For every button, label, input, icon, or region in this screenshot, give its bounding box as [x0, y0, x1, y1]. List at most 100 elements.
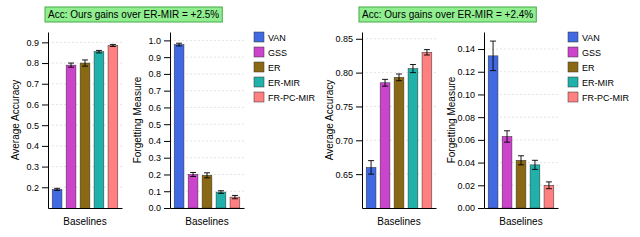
y-tick: 0.5 [26, 121, 48, 131]
error-bar-stem [534, 160, 535, 169]
error-bar [54, 188, 60, 190]
y-tick-mark [42, 63, 48, 64]
y-axis-line [48, 33, 49, 209]
y-tick: 0.08 [457, 113, 484, 123]
error-bar-cap [518, 155, 524, 156]
legend-label: ER-MIR [582, 78, 614, 88]
bar [380, 83, 390, 208]
error-bar-cap [218, 190, 224, 191]
y-tick-mark [164, 158, 170, 159]
y-tick: 0.65 [335, 170, 362, 180]
y-tick-label: 0.9 [26, 38, 39, 48]
y-tick: 0.14 [457, 44, 484, 54]
chart-svg: 0.20.30.40.50.60.70.80.9BaselinesAverage… [0, 0, 640, 237]
y-tick: 0.9 [26, 38, 48, 48]
grid-line [362, 38, 436, 39]
legend-label: FR-PC-MIR [582, 93, 629, 103]
y-tick: 0.3 [26, 162, 48, 172]
legend-label: VAN [268, 33, 286, 43]
y-tick: 0.5 [148, 120, 170, 130]
y-tick: 1.0 [148, 36, 170, 46]
y-tick-label: 0.0 [148, 203, 161, 213]
y-tick-label: 0.5 [148, 120, 161, 130]
y-axis-line [484, 33, 485, 209]
grid-line [170, 40, 244, 41]
y-tick-mark [42, 42, 48, 43]
y-tick: 0.1 [148, 187, 170, 197]
bar [66, 65, 76, 208]
y-tick-label: 0.80 [335, 68, 353, 78]
error-bar-cap [96, 52, 102, 53]
error-bar [176, 43, 182, 46]
plot-area [52, 44, 118, 208]
x-axis-title: Baselines [499, 216, 542, 227]
error-bar-cap [368, 160, 374, 161]
y-tick-label: 0.02 [457, 181, 475, 191]
y-tick-label: 0.5 [26, 121, 39, 131]
error-bar-cap [368, 174, 374, 175]
bar [230, 197, 240, 208]
error-bar [96, 50, 102, 52]
y-axis: 0.650.700.750.800.85 [335, 33, 362, 209]
error-bar-cap [110, 46, 116, 47]
y-tick-mark [164, 40, 170, 41]
error-bar [504, 131, 510, 142]
y-tick-mark [478, 117, 484, 118]
y-tick: 0.80 [335, 68, 362, 78]
y-tick-label: 0.6 [26, 100, 39, 110]
chart-container: 0.20.30.40.50.60.70.80.9BaselinesAverage… [0, 0, 640, 237]
y-tick: 0.6 [26, 100, 48, 110]
y-tick-label: 0.85 [335, 34, 353, 44]
y-tick-mark [164, 141, 170, 142]
bar [94, 52, 104, 208]
bar [216, 192, 226, 208]
legend-label: FR-PC-MIR [268, 93, 315, 103]
y-axis-title: Average Accuracy [10, 80, 21, 160]
error-bar-stem [399, 74, 400, 81]
y-axis-title: Forgetting Measure [446, 76, 457, 163]
error-bar-cap [232, 195, 238, 196]
error-bar-cap [190, 176, 196, 177]
error-bar [232, 195, 238, 198]
legend-swatch [568, 32, 578, 42]
legend-item: GSS [568, 47, 601, 58]
y-tick-label: 0.3 [148, 153, 161, 163]
y-tick: 0.0 [148, 203, 170, 213]
y-tick: 0.3 [148, 153, 170, 163]
y-tick: 0.2 [148, 170, 170, 180]
error-bar-cap [518, 164, 524, 165]
error-bar-cap [504, 142, 510, 143]
error-bar-cap [396, 73, 402, 74]
error-bar [368, 161, 374, 175]
y-tick-label: 0.2 [26, 183, 39, 193]
legend-item: GSS [254, 47, 287, 58]
legend-swatch [254, 47, 264, 57]
y-tick: 0.10 [457, 90, 484, 100]
error-bar-stem [385, 79, 386, 86]
error-bar-cap [424, 49, 430, 50]
error-bar-cap [532, 160, 538, 161]
error-bar [396, 74, 402, 81]
panel: 0.00.10.20.30.40.50.60.70.80.91.0 [148, 33, 244, 214]
error-bar-cap [54, 190, 60, 191]
legend-label: ER [268, 63, 281, 73]
legend-swatch [254, 92, 264, 102]
y-tick-label: 0.65 [335, 170, 353, 180]
error-bar-stem [193, 172, 194, 176]
panel: 0.20.30.40.50.60.70.80.9 [26, 33, 122, 229]
error-bar-cap [504, 130, 510, 131]
grid-line [48, 42, 122, 43]
error-bar-cap [382, 86, 388, 87]
legend: VANGSSERER-MIRFR-PC-MIR [254, 32, 315, 103]
error-bar [68, 63, 74, 67]
y-axis: 0.00.10.20.30.40.50.60.70.80.91.0 [148, 33, 170, 214]
y-tick-mark [356, 39, 362, 40]
bar [52, 189, 62, 208]
error-bar [218, 191, 224, 194]
bar [408, 69, 418, 208]
bar [394, 77, 404, 208]
y-tick-label: 0.9 [148, 53, 161, 63]
y-tick-label: 0.14 [457, 44, 475, 54]
error-bar-cap [110, 44, 116, 45]
error-bar-cap [546, 188, 552, 189]
